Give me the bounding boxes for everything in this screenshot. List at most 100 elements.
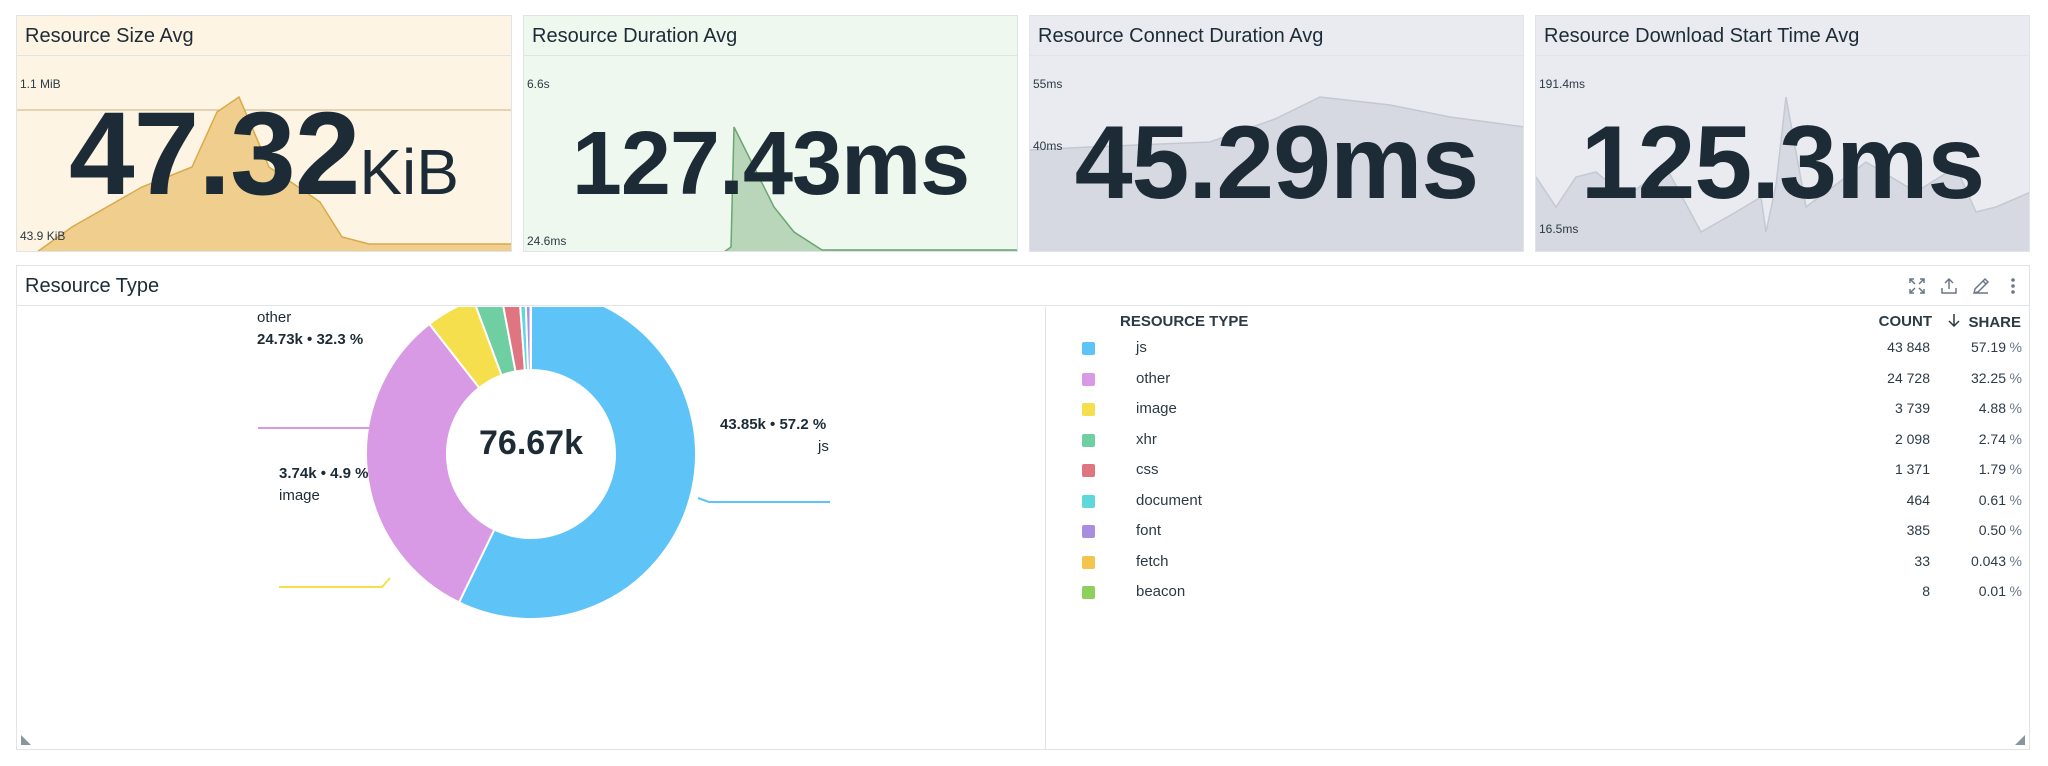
legend-count: 3 739 <box>1894 400 1930 416</box>
legend-row[interactable]: css 1 371 1.79% <box>1046 456 2030 486</box>
min-label: 16.5ms <box>1539 222 1579 236</box>
tile-title: Resource Connect Duration Avg <box>1030 16 1523 56</box>
legend-percent-sign: % <box>2009 491 2022 508</box>
legend-share: 0.61 <box>1978 491 2006 508</box>
legend-name: other <box>1136 369 1171 387</box>
more-icon[interactable] <box>2003 276 2023 296</box>
legend-row[interactable]: fetch 33 0.043% <box>1046 548 2030 578</box>
legend-share: 0.043 <box>1970 552 2006 569</box>
edit-icon[interactable] <box>1971 276 1991 296</box>
sort-desc-icon <box>1948 313 1961 331</box>
metric-value: 125.3ms <box>1580 105 1986 221</box>
legend-share: 2.74 <box>1978 430 2006 447</box>
resize-handle-right[interactable] <box>2015 735 2025 745</box>
metric-number: 47.32 <box>69 88 360 220</box>
legend-share: 32.25 <box>1970 369 2006 386</box>
legend-share: 0.50 <box>1978 522 2006 538</box>
panel-title: Resource Type <box>17 266 2029 306</box>
other-value-label: 24.73k • 32.3 % <box>257 331 364 348</box>
legend-percent-sign: % <box>2009 339 2022 355</box>
legend-row[interactable]: other 24 728 32.25% <box>1046 365 2030 395</box>
legend-name: document <box>1136 491 1202 509</box>
legend-name: js <box>1136 339 1147 356</box>
sparkline-line <box>724 126 1017 251</box>
resource-type-panel: Resource Type 76.67k 43.85k • 57.2 % js … <box>16 265 2030 750</box>
legend-swatch <box>1082 464 1095 477</box>
expand-icon[interactable] <box>1907 276 1927 296</box>
legend-row[interactable]: document 464 0.61% <box>1046 487 2030 517</box>
donut-total: 76.67k <box>479 424 583 462</box>
legend-swatch <box>1082 433 1095 447</box>
max-label: 191.4ms <box>1539 77 1586 91</box>
min-label: 43.9 KiB <box>20 229 66 243</box>
min-label: 24.6ms <box>527 234 567 248</box>
js-name-label: js <box>818 438 829 455</box>
legend-count: 24 728 <box>1887 369 1930 386</box>
sparkline-area <box>1536 97 2029 251</box>
metric-value: 127.43ms <box>571 114 970 214</box>
tile-title: Resource Size Avg <box>17 16 511 56</box>
donut-chart: 76.67k <box>258 307 830 620</box>
legend-name: fetch <box>1136 552 1169 570</box>
column-header-resource-type[interactable]: RESOURCE TYPE <box>1120 313 1249 330</box>
resource-duration-avg-tile[interactable]: Resource Duration Avg 6.6s 24.6ms 127.43… <box>523 15 1018 252</box>
donut-slice-js[interactable] <box>457 307 697 620</box>
legend-share: 0.01 <box>1978 583 2006 599</box>
legend-count: 43 848 <box>1887 339 1930 355</box>
resource-size-avg-tile[interactable]: Resource Size Avg 1.1 MiB 43.9 KiB 47.32… <box>16 15 512 252</box>
legend-name: font <box>1136 522 1162 539</box>
metric-value: 45.29ms <box>1074 105 1480 221</box>
legend-percent-sign: % <box>2009 552 2022 569</box>
legend-count: 8 <box>1922 583 1930 599</box>
legend-percent-sign: % <box>2009 400 2022 416</box>
donut-slice-other[interactable] <box>365 322 496 604</box>
legend-percent-sign: % <box>2009 522 2022 538</box>
legend-name: beacon <box>1136 583 1186 600</box>
legend-row[interactable]: js 43 848 57.19% <box>1046 334 2030 364</box>
sparkline <box>724 126 1017 251</box>
min-label: 40ms <box>1033 139 1063 153</box>
legend-count: 33 <box>1914 552 1930 569</box>
legend-percent-sign: % <box>2009 430 2022 447</box>
other-leader-line <box>258 427 391 436</box>
image-value-label: 3.74k • 4.9 % <box>279 465 369 482</box>
sparkline-area <box>725 127 1017 251</box>
image-leader-line <box>279 577 391 588</box>
legend-name: xhr <box>1136 430 1157 448</box>
sparkline <box>1536 96 2029 251</box>
max-label: 6.6s <box>527 77 550 91</box>
tile-title: Resource Download Start Time Avg <box>1536 16 2029 56</box>
sparkline-area <box>38 97 511 251</box>
column-header-count[interactable]: COUNT <box>1878 313 1932 330</box>
share-header-label: SHARE <box>1968 314 2021 331</box>
legend-row[interactable]: beacon 8 0.01% <box>1046 578 2030 608</box>
legend-row[interactable]: image 3 739 4.88% <box>1046 395 2030 425</box>
column-header-share[interactable]: SHARE <box>1948 313 2021 331</box>
legend-swatch <box>1082 403 1095 416</box>
legend-count: 2 098 <box>1894 430 1930 447</box>
export-icon[interactable] <box>1939 276 1959 296</box>
panel-divider <box>1045 307 1046 749</box>
legend-swatch <box>1082 372 1095 386</box>
legend-swatch <box>1082 525 1095 538</box>
legend-swatch <box>1082 342 1095 355</box>
legend-share: 1.79 <box>1978 461 2006 477</box>
sparkline <box>17 95 511 251</box>
legend-swatch <box>1082 494 1095 508</box>
legend-percent-sign: % <box>2009 369 2022 386</box>
legend-count: 464 <box>1906 491 1930 508</box>
resource-connect-duration-avg-tile[interactable]: Resource Connect Duration Avg 55ms 40ms … <box>1029 15 1524 252</box>
legend-share: 4.88 <box>1978 400 2006 416</box>
resize-handle-left[interactable] <box>21 735 31 745</box>
legend-row[interactable]: font 385 0.50% <box>1046 517 2030 547</box>
legend-share: 57.19 <box>1970 339 2006 355</box>
other-name-label: other <box>257 309 292 326</box>
max-label: 1.1 MiB <box>20 77 61 91</box>
resource-download-start-time-avg-tile[interactable]: Resource Download Start Time Avg 191.4ms… <box>1535 15 2030 252</box>
legend-name: image <box>1136 400 1177 417</box>
legend-percent-sign: % <box>2009 461 2022 477</box>
js-value-label: 43.85k • 57.2 % <box>720 416 827 433</box>
legend-swatch <box>1082 555 1095 569</box>
metric-unit: KiB <box>359 136 459 208</box>
legend-row[interactable]: xhr 2 098 2.74% <box>1046 426 2030 456</box>
